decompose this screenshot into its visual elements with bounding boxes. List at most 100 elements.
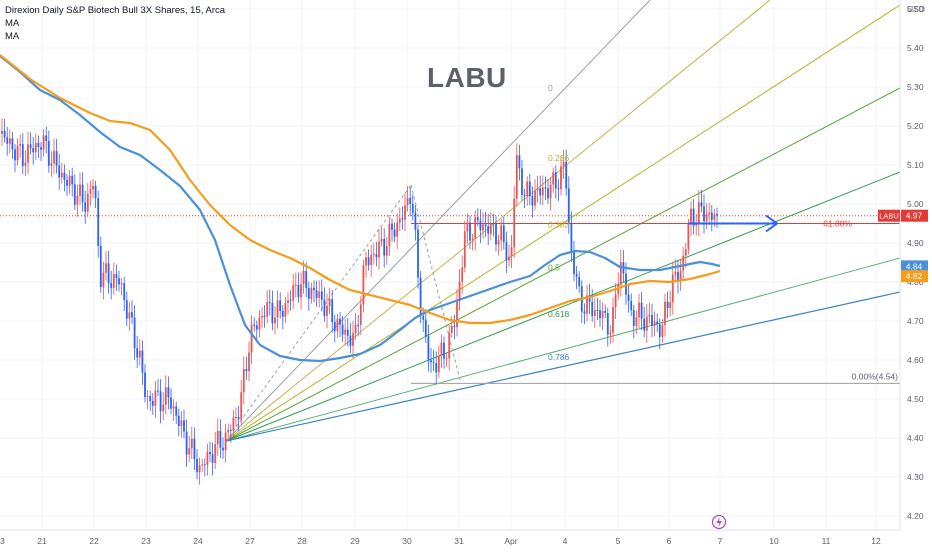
candle-body xyxy=(302,271,305,285)
candle-body xyxy=(235,416,237,418)
candle-body xyxy=(138,350,141,358)
candle-body xyxy=(58,165,61,178)
candle-body xyxy=(518,155,521,169)
candle-body xyxy=(362,265,365,305)
candle-body xyxy=(240,392,243,420)
candle-body xyxy=(258,317,261,330)
candle-body xyxy=(50,163,53,166)
candle-body xyxy=(656,321,659,325)
candle-body xyxy=(170,397,172,409)
candle-body xyxy=(107,263,110,283)
candle-body xyxy=(159,391,162,412)
candle-body xyxy=(99,245,102,288)
candle-body xyxy=(268,302,271,304)
x-tick-label: 31 xyxy=(454,536,464,546)
candle-body xyxy=(105,263,107,273)
candle-body xyxy=(578,276,581,287)
candle-body xyxy=(284,303,287,317)
legend-ma-1[interactable]: MA xyxy=(5,18,20,29)
candle-body xyxy=(27,144,29,163)
candle-body xyxy=(136,348,139,358)
candle-body xyxy=(430,360,432,363)
candle-body xyxy=(349,335,352,346)
candle-body xyxy=(482,224,484,231)
candle-body xyxy=(365,257,367,266)
candle-body xyxy=(146,396,149,398)
candle-body xyxy=(42,135,45,150)
candle-body xyxy=(492,223,495,225)
candle-body xyxy=(476,217,479,221)
candle-body xyxy=(583,311,586,314)
candle-body xyxy=(66,179,68,186)
candle-body xyxy=(276,300,279,318)
ma-fast-line xyxy=(0,55,721,363)
candle-body xyxy=(120,283,123,285)
candle-body xyxy=(110,282,113,288)
candle-body xyxy=(328,299,331,306)
x-tick-label: 30 xyxy=(402,536,412,546)
candle-body xyxy=(144,372,146,397)
candle-body xyxy=(151,400,154,406)
candle-body xyxy=(248,352,250,372)
candle-body xyxy=(92,185,94,190)
legend-ma-2[interactable]: MA xyxy=(5,31,20,42)
candle-body xyxy=(34,142,37,153)
candle-body xyxy=(97,198,100,246)
candle-body xyxy=(32,148,35,153)
projection-arrow[interactable] xyxy=(688,214,779,233)
candle-body xyxy=(73,184,76,205)
candle-body xyxy=(1,130,3,134)
candle-body xyxy=(344,329,347,335)
candle-body xyxy=(508,256,510,261)
y-tick-label: 4.60 xyxy=(907,355,924,365)
candle-body xyxy=(396,222,399,237)
candle-body xyxy=(562,161,565,167)
fib-label: 0.236 xyxy=(548,153,570,163)
candle-body xyxy=(112,274,115,288)
candle-body xyxy=(513,198,516,248)
x-tick-label: 6 xyxy=(667,536,672,546)
candle-body xyxy=(560,166,562,190)
y-tick-label: 4.90 xyxy=(907,238,924,248)
candle-body xyxy=(393,229,396,237)
candle-body xyxy=(19,144,22,146)
candle-body xyxy=(84,202,87,212)
candle-body xyxy=(497,240,500,245)
x-tick-label: Apr xyxy=(504,536,517,546)
x-tick-label: 5 xyxy=(616,536,621,546)
x-tick-label: 28 xyxy=(297,536,307,546)
y-tick-label: 5.50 xyxy=(907,4,924,14)
candle-body xyxy=(352,333,354,346)
candle-body xyxy=(315,290,318,298)
candle-body xyxy=(612,307,614,333)
x-tick-label: 13 xyxy=(0,536,5,546)
candle-body xyxy=(489,223,492,234)
candle-body xyxy=(188,448,191,455)
candle-body xyxy=(541,187,544,196)
misc[interactable] xyxy=(711,514,727,530)
x-axis-panel xyxy=(0,530,932,550)
candle-body xyxy=(53,151,55,164)
candle-body xyxy=(232,417,235,431)
candle-body xyxy=(118,278,120,285)
fib-zero-pct-label: 0.00%(4.54) xyxy=(852,371,898,381)
candle-body xyxy=(229,429,232,431)
trend-lines[interactable] xyxy=(225,291,901,442)
candle-body xyxy=(544,187,547,189)
candle-body xyxy=(648,315,651,317)
candle-body xyxy=(567,188,570,223)
candle-body xyxy=(658,324,661,337)
candle-body xyxy=(305,271,308,289)
moving-averages xyxy=(0,54,721,363)
candle-body xyxy=(606,313,609,335)
legend: Direxion Daily S&P Biotech Bull 3X Share… xyxy=(5,4,225,43)
ma-slow-line xyxy=(0,54,721,325)
candle-body xyxy=(401,218,404,220)
candle-body xyxy=(445,358,448,360)
legend-title[interactable]: Direxion Daily S&P Biotech Bull 3X Share… xyxy=(5,5,226,16)
candle-body xyxy=(388,223,391,247)
candle-body xyxy=(261,315,263,318)
last-price-badge xyxy=(901,209,928,222)
